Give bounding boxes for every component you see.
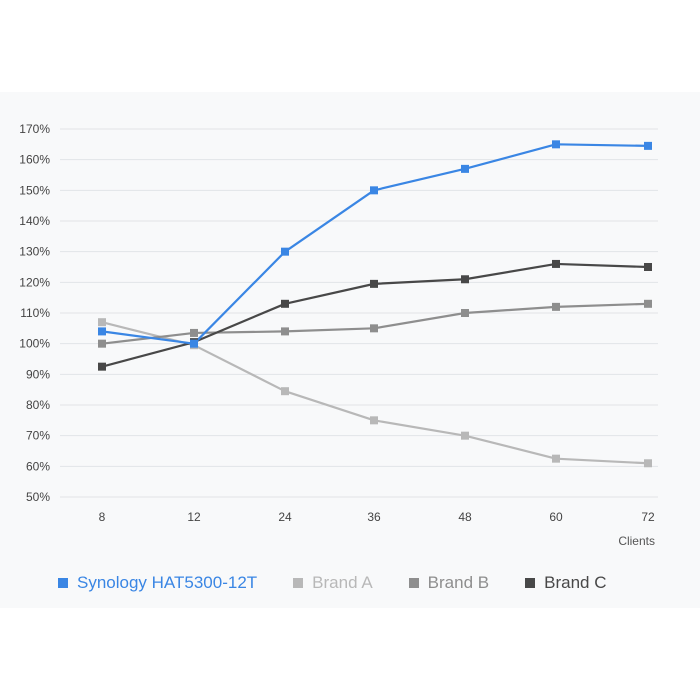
x-tick-label: 12 [187, 510, 201, 524]
legend-label: Brand B [427, 573, 490, 592]
data-point [644, 141, 652, 150]
x-axis-labels: 8 12 24 36 48 60 72 [99, 510, 655, 524]
data-point [190, 339, 198, 348]
series-line-3 [101, 262, 649, 368]
data-point [552, 140, 560, 149]
legend-swatch [525, 578, 536, 588]
legend: Synology HAT5300-12T Brand A Brand B Brand … [58, 572, 642, 594]
data-point [98, 327, 106, 336]
data-point [98, 362, 106, 371]
y-tick-label: 140% [19, 214, 50, 228]
series-points [98, 140, 652, 468]
data-point [370, 279, 378, 288]
data-point [281, 247, 289, 256]
x-tick-label: 48 [458, 510, 472, 524]
data-point [644, 299, 652, 308]
legend-item[interactable]: Brand C [525, 573, 606, 593]
data-point [370, 186, 378, 195]
data-point [98, 318, 106, 327]
data-point [461, 309, 469, 317]
data-point [461, 275, 469, 284]
legend-swatch [408, 578, 419, 588]
data-point [461, 164, 469, 173]
y-axis-labels: 50% 60% 70% 80% 90% 100% 110% 120% 130% 140% 150% 1… [19, 122, 50, 504]
y-tick-label: 110% [20, 306, 50, 320]
y-tick-label: 90% [26, 367, 50, 381]
legend-label: Synology HAT5300-12T [77, 573, 258, 592]
data-point [461, 431, 469, 440]
data-point [644, 263, 652, 271]
y-tick-label: 100% [19, 337, 50, 351]
x-tick-label: 24 [278, 510, 292, 524]
data-point [281, 387, 289, 396]
x-tick-label: 72 [641, 510, 655, 524]
y-tick-label: 60% [26, 459, 50, 473]
legend-item[interactable]: Brand A [293, 573, 373, 593]
legend-label: Brand C [544, 573, 607, 592]
data-point [281, 299, 289, 308]
data-point [370, 324, 378, 333]
data-point [644, 459, 652, 468]
data-point [552, 454, 560, 463]
data-point [281, 327, 289, 336]
y-tick-label: 130% [19, 245, 50, 259]
legend-item[interactable]: Brand B [408, 573, 490, 593]
series-line-2 [101, 302, 649, 345]
series-line-0 [101, 143, 649, 345]
data-point [552, 259, 560, 268]
y-tick-label: 170% [19, 122, 50, 136]
y-tick-label: 160% [19, 153, 50, 167]
y-tick-label: 80% [26, 398, 50, 412]
legend-label: Brand A [312, 573, 373, 592]
data-point [190, 328, 198, 337]
legend-swatch [293, 578, 304, 588]
x-tick-label: 36 [367, 510, 381, 524]
data-point [98, 339, 106, 348]
y-tick-label: 150% [19, 183, 50, 197]
chart-panel [0, 92, 700, 608]
grid-lines [60, 128, 658, 498]
y-tick-label: 120% [19, 275, 50, 289]
data-point [552, 302, 560, 311]
x-tick-label: 60 [549, 510, 563, 524]
legend-item[interactable]: Synology HAT5300-12T [58, 573, 257, 593]
legend-swatch [58, 578, 68, 588]
data-point [370, 416, 378, 425]
y-tick-label: 50% [26, 490, 50, 504]
y-tick-label: 70% [26, 429, 50, 443]
x-tick-label: 8 [99, 510, 106, 524]
x-axis-title: Clients [618, 534, 655, 548]
